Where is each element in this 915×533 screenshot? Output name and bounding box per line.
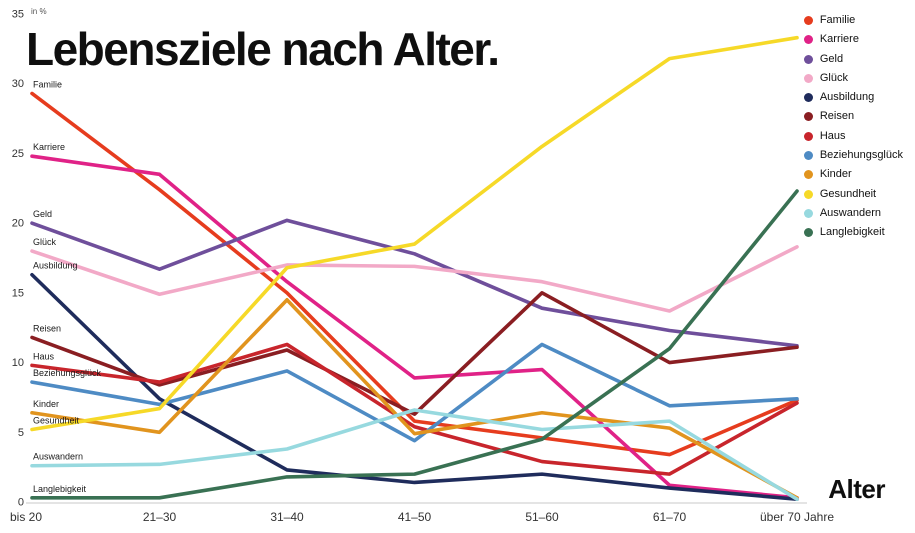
legend-label: Reisen [819,110,855,123]
legend-dot-icon [803,228,813,238]
legend-label: Haus [819,129,846,142]
unit-label: in % [31,7,47,16]
legend-dot-icon [803,151,813,161]
y-tick-label: 30 [12,78,24,90]
legend-item-familie: Familie [803,14,903,26]
series-start-label: Geld [33,209,52,219]
legend-item-geld: Geld [803,52,903,65]
legend-item-kinder: Kinder [803,168,903,181]
page-title: Lebensziele nach Alter. [26,23,500,75]
legend-label: Karriere [819,33,859,46]
legend-label: Glück [819,71,848,84]
series-start-label: Ausbildung [33,261,78,271]
x-tick-label: bis 20 [10,510,42,524]
series-line-beziehungsglück [30,342,799,443]
series-start-label: Glück [33,237,57,247]
legend-dot-icon [803,189,813,199]
legend-dot-icon [803,35,813,45]
series-start-label: Reisen [33,323,61,333]
y-tick-label: 20 [12,218,24,230]
series-line-ausbildung [30,272,799,502]
legend-dot-icon [803,54,813,64]
legend: Familie Karriere Geld Glück Ausbildung Reisen… [803,14,903,239]
series-line-geld [30,218,799,348]
legend-label: Beziehungsglück [819,149,903,162]
series-line-reisen [30,291,799,416]
x-tick-label: 21–30 [143,510,177,524]
y-tick-label: 25 [12,148,24,160]
y-tick-label: 35 [12,9,24,21]
legend-label: Geld [819,52,844,65]
series-start-label: Gesundheit [33,415,80,425]
x-tick-label: 31–40 [270,510,304,524]
legend-item-glück: Glück [803,71,903,84]
legend-label: Familie [819,14,856,26]
legend-item-karriere: Karriere [803,33,903,46]
legend-item-langlebigkeit: Langlebigkeit [803,226,903,239]
series-line-kinder [30,298,799,500]
legend-dot-icon [803,16,813,25]
legend-dot-icon [803,170,813,180]
x-tick-label: 41–50 [398,510,432,524]
series-line-familie [30,91,799,457]
y-tick-label: 5 [18,427,24,439]
legend-dot-icon [803,131,813,141]
legend-item-auswandern: Auswandern [803,206,903,219]
series-line-glück [30,245,799,313]
series-start-label: Beziehungsglück [33,368,102,378]
series-start-label: Haus [33,351,55,361]
series-line-haus [30,342,799,476]
legend-label: Kinder [819,168,852,181]
x-tick-label: 61–70 [653,510,687,524]
series-line-auswandern [30,408,799,502]
legend-dot-icon [803,112,813,122]
series-line-gesundheit [30,35,799,432]
x-axis-title: Alter [828,474,885,504]
x-tick-label: 51–60 [525,510,559,524]
series-start-label: Langlebigkeit [33,484,87,494]
y-tick-label: 15 [12,287,24,299]
legend-item-ausbildung: Ausbildung [803,91,903,104]
legend-item-beziehungsglück: Beziehungsglück [803,149,903,162]
legend-dot-icon [803,73,813,83]
legend-label: Auswandern [819,206,881,219]
x-tick-label: über 70 Jahre [760,510,834,524]
series-line-karriere [30,154,799,500]
legend-dot-icon [803,93,813,103]
y-tick-label: 0 [18,497,24,509]
series-start-label: Kinder [33,399,59,409]
legend-label: Gesundheit [819,187,877,200]
series-start-label: Auswandern [33,452,83,462]
series-line-langlebigkeit [30,189,799,500]
legend-label: Langlebigkeit [819,226,885,239]
legend-item-haus: Haus [803,129,903,142]
legend-item-reisen: Reisen [803,110,903,123]
y-tick-label: 10 [12,357,24,369]
series-start-label: Familie [33,79,62,89]
legend-item-gesundheit: Gesundheit [803,187,903,200]
legend-label: Ausbildung [819,91,875,104]
series-start-label: Karriere [33,142,65,152]
legend-dot-icon [803,208,813,218]
